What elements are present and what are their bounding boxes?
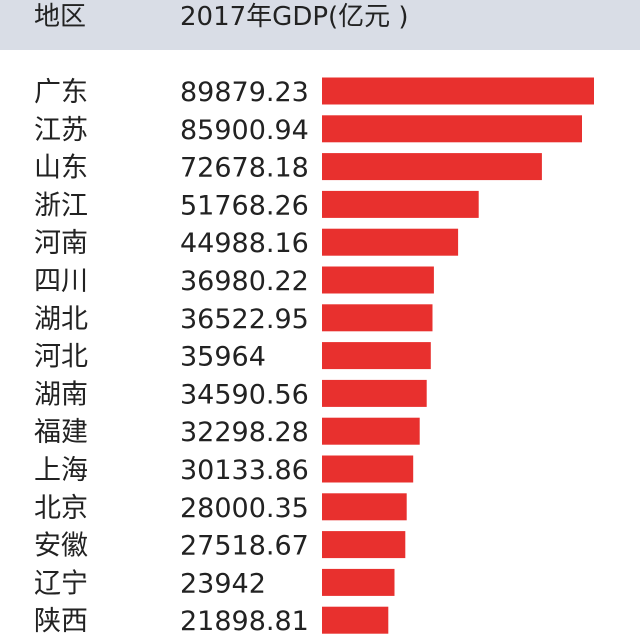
gdp-value-label: 34590.56 bbox=[180, 379, 309, 410]
gdp-value-label: 36980.22 bbox=[180, 266, 309, 297]
region-column-header: 地区 bbox=[34, 2, 87, 32]
region-label: 北京 bbox=[34, 493, 88, 524]
gdp-value-label: 44988.16 bbox=[180, 228, 309, 259]
gdp-bar bbox=[322, 153, 542, 181]
region-label: 江苏 bbox=[34, 115, 88, 146]
region-label: 安徽 bbox=[34, 531, 88, 562]
region-label: 浙江 bbox=[34, 190, 88, 221]
gdp-value-label: 72678.18 bbox=[180, 153, 309, 184]
gdp-value-label: 30133.86 bbox=[180, 455, 309, 486]
gdp-bar bbox=[322, 115, 582, 143]
gdp-bar bbox=[322, 266, 434, 294]
region-label: 四川 bbox=[34, 266, 88, 297]
gdp-bar bbox=[322, 77, 594, 105]
gdp-bar bbox=[322, 342, 431, 370]
region-label: 陕西 bbox=[34, 606, 88, 637]
gdp-bar bbox=[322, 379, 427, 407]
region-label: 福建 bbox=[34, 417, 88, 448]
gdp-value-label: 21898.81 bbox=[180, 606, 309, 637]
region-label: 湖南 bbox=[34, 379, 88, 410]
region-label: 河南 bbox=[34, 228, 88, 259]
gdp-bar bbox=[322, 455, 414, 483]
gdp-value-label: 36522.95 bbox=[180, 304, 309, 335]
table-header: 地区 2017年GDP(亿元 ) bbox=[0, 0, 640, 50]
gdp-value-label: 85900.94 bbox=[180, 115, 309, 146]
gdp-bar bbox=[322, 228, 459, 256]
gdp-value-label: 32298.28 bbox=[180, 417, 309, 448]
gdp-value-label: 23942 bbox=[180, 568, 266, 599]
gdp-bar bbox=[322, 190, 479, 218]
gdp-bar bbox=[322, 493, 407, 521]
region-label: 山东 bbox=[34, 153, 88, 184]
gdp-value-label: 27518.67 bbox=[180, 531, 309, 562]
gdp-bar bbox=[322, 531, 406, 559]
gdp-bar bbox=[322, 417, 420, 445]
gdp-value-label: 51768.26 bbox=[180, 190, 309, 221]
gdp-bar bbox=[322, 568, 395, 596]
region-label: 河北 bbox=[34, 342, 88, 373]
region-label: 辽宁 bbox=[34, 568, 88, 599]
gdp-column-header: 2017年GDP(亿元 ) bbox=[180, 2, 409, 32]
gdp-value-label: 35964 bbox=[180, 342, 266, 373]
gdp-bar bbox=[322, 304, 433, 332]
region-label: 上海 bbox=[34, 455, 88, 486]
region-label: 湖北 bbox=[34, 304, 88, 335]
region-label: 广东 bbox=[34, 77, 88, 108]
gdp-value-label: 89879.23 bbox=[180, 77, 309, 108]
gdp-bar bbox=[322, 606, 389, 634]
gdp-value-label: 28000.35 bbox=[180, 493, 309, 524]
